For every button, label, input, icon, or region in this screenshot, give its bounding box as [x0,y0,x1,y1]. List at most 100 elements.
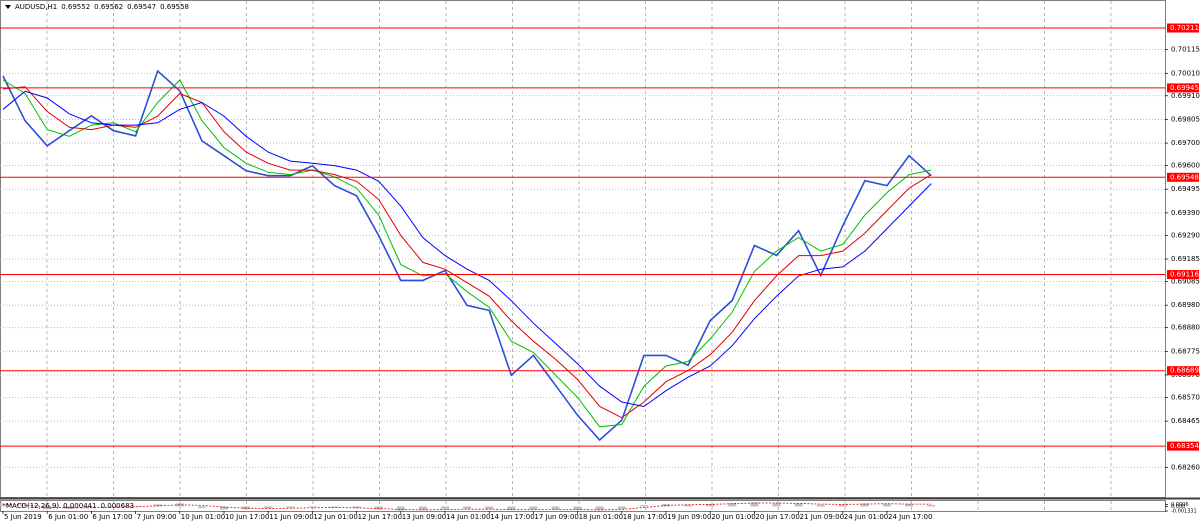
x-tick-label: 20 Jun 01:00 [711,513,755,521]
level-label: 0.68689 [1170,367,1199,375]
x-tick-label: 17 Jun 09:00 [534,513,578,521]
x-tick-label: 6 Jun 01:00 [48,513,88,521]
macd-header: MACD(12,26,9) 0.000441 0.000683 [6,502,134,510]
level-label-box [1167,172,1199,182]
x-tick-label: 7 Jun 09:00 [137,513,177,521]
y-tick-label: 0.69390 [1171,209,1200,217]
macd-bar [529,506,538,510]
moving-average-line [2,86,932,419]
macd-bar [883,503,891,507]
level-label-box [1167,441,1199,451]
macd-bar [905,504,914,507]
y-tick-label: 0.68260 [1171,463,1200,471]
x-tick-label: 13 Jun 09:00 [402,513,446,521]
macd-bar [595,506,604,511]
x-tick-label: 20 Jun 17:00 [755,513,799,521]
macd-title: MACD(12,26,9) [6,502,59,510]
macd-bar [286,506,295,508]
macd-bar [65,506,74,509]
x-tick-label: 10 Jun 01:00 [181,513,225,521]
y-tick-label: 0.69495 [1171,185,1200,193]
price-line [2,69,932,442]
y-tick-label: -0.001331 [1171,509,1197,515]
macd-bar [264,506,273,509]
macd-bar [374,506,383,510]
y-tick-label: 0.69600 [1171,162,1200,170]
level-label: 0.68354 [1170,442,1199,450]
macd-bar [43,506,52,510]
y-tick-label: 0.68980 [1171,301,1200,309]
y-tick-label: 0.69805 [1171,115,1200,123]
macd-bar [330,506,339,508]
level-label-box [1167,270,1199,280]
macd-bar [794,503,803,507]
macd-bar [684,504,693,507]
macd-bar [308,506,317,508]
signal-line [2,502,932,511]
macd-bar [441,506,449,509]
macd-bar [750,502,759,507]
menu-icon[interactable] [5,5,11,9]
x-tick-label: 18 Jun 01:00 [579,513,623,521]
level-label-box [1167,83,1199,93]
macd-bar [220,506,228,510]
chart-header: AUDUSD,H1 0.69552 0.69562 0.69547 0.69558 [15,3,189,11]
signal-value: 0.000683 [101,502,134,510]
macd-bar [706,504,715,507]
macd-bar [662,504,670,507]
y-tick-label: 0.69700 [1171,139,1200,147]
y-tick-label: 0.69185 [1171,255,1200,263]
y-tick-label: 0.69290 [1171,231,1200,239]
macd-bar [728,503,737,507]
x-tick-label: 10 Jun 17:00 [225,513,269,521]
macd-bar [860,503,869,507]
level-label: 0.69945 [1170,84,1199,92]
moving-average-line [2,90,932,408]
ohlc-value: 0.69562 [94,3,123,11]
y-tick-label: 0.70115 [1171,46,1200,54]
macd-bar [816,504,825,507]
x-tick-label: 21 Jun 09:00 [800,513,844,521]
symbol-title: AUDUSD,H1 [15,3,57,11]
macd-value: 0.000441 [63,502,96,510]
x-tick-label: 14 Jun 01:00 [446,513,490,521]
macd-bar [396,506,405,511]
x-tick-label: 14 Jun 17:00 [490,513,534,521]
y-tick-label: 0.000 [1171,504,1185,510]
x-tick-label: 24 Jun 01:00 [844,513,888,521]
x-tick-label: 11 Jun 09:00 [269,513,313,521]
macd-bar [573,506,582,510]
y-tick-label: 0.68880 [1171,324,1200,332]
ohlc-value: 0.69547 [127,3,156,11]
macd-bar [352,506,361,509]
y-tick-label: 0.69910 [1171,92,1200,100]
level-label-box [1167,23,1199,33]
y-tick-label: 0.68570 [1171,393,1200,401]
macd-bar [485,506,494,510]
moving-average-line [2,79,932,428]
macd-bar [131,506,140,508]
macd-bar [927,504,936,507]
ohlc-value: 0.69552 [61,3,90,11]
x-tick-label: 12 Jun 17:00 [358,513,402,521]
macd-bar [0,503,7,507]
y-tick-label: 0.68775 [1171,347,1200,355]
macd-bar [617,506,626,510]
y-tick-label: 0.68465 [1171,417,1200,425]
x-tick-label: 6 Jun 17:00 [92,513,132,521]
macd-bar [197,506,206,509]
y-tick-label: 0.0006 [1171,502,1189,508]
macd-bar [418,506,427,511]
level-label: 0.69116 [1170,271,1199,279]
ohlc-value: 0.69558 [160,3,189,11]
macd-bar [463,506,472,509]
x-tick-label: 19 Jun 09:00 [667,513,711,521]
x-tick-label: 5 Jun 2019 [4,513,42,521]
macd-bar [772,503,781,507]
x-tick-label: 24 Jun 17:00 [888,513,932,521]
level-label-box [1167,366,1199,376]
x-tick-label: 12 Jun 01:00 [313,513,357,521]
